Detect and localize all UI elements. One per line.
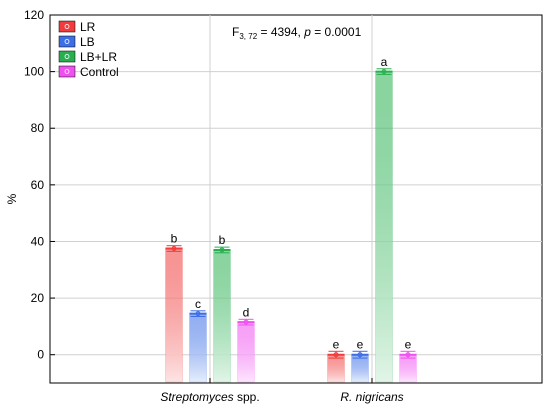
significance-letter: b: [219, 233, 226, 247]
legend-marker: [64, 54, 70, 59]
legend-swatch: [58, 20, 76, 33]
y-tick-label: 120: [24, 8, 44, 22]
mean-marker: [381, 69, 387, 75]
legend-swatch: [58, 50, 76, 63]
x-axis: Streptomyces spp. R. nigricans: [160, 378, 404, 404]
x-tick-label: R. nigricans: [340, 390, 403, 404]
y-tick-label: 80: [31, 121, 45, 135]
y-axis-label: %: [5, 193, 19, 204]
mean-marker: [405, 352, 411, 358]
y-tick-label: 0: [37, 348, 44, 362]
gridlines: [50, 15, 542, 383]
bars: b c b d e e a e: [165, 55, 417, 383]
mean-marker: [219, 247, 225, 253]
x-tick-label: Streptomyces spp.: [160, 390, 259, 404]
significance-letter: d: [243, 305, 250, 319]
y-tick-label: 20: [31, 291, 45, 305]
legend-label: LB+LR: [80, 50, 117, 64]
legend-item: LB+LR: [58, 50, 117, 64]
significance-letter: e: [405, 337, 412, 351]
legend-item: LB: [58, 35, 95, 49]
legend-swatch: [58, 35, 76, 48]
bar: [399, 354, 417, 383]
bar: [351, 354, 369, 383]
mean-marker: [243, 319, 249, 325]
legend-label: Control: [80, 65, 119, 79]
legend-item: Control: [58, 65, 119, 79]
y-axis: 0 20 40 60 80 100 120: [24, 8, 55, 362]
y-tick-label: 40: [31, 234, 45, 248]
significance-letter: e: [357, 337, 364, 351]
plot-area: [49, 14, 543, 384]
mean-marker: [333, 352, 339, 358]
bar: [165, 248, 183, 383]
bar: [327, 354, 345, 383]
legend-marker: [64, 24, 70, 29]
legend-swatch: [58, 65, 76, 78]
bar: [213, 249, 231, 383]
significance-letter: c: [195, 297, 201, 311]
y-tick-label: 60: [31, 178, 45, 192]
significance-letter: a: [381, 55, 388, 69]
significance-letter: e: [333, 337, 340, 351]
significance-letter: b: [171, 232, 178, 246]
stat-annotation: F3, 72 = 4394, p = 0.0001: [232, 25, 362, 41]
legend-label: LR: [80, 20, 96, 34]
legend-label: LB: [80, 35, 95, 49]
bar: [375, 71, 393, 383]
bar: [237, 321, 255, 383]
bar: [189, 313, 207, 383]
mean-marker: [171, 246, 177, 252]
y-tick-label: 100: [24, 65, 44, 79]
mean-marker: [195, 311, 201, 317]
legend-marker: [64, 69, 70, 74]
mean-marker: [357, 352, 363, 358]
legend-item: LR: [58, 20, 96, 34]
legend-marker: [64, 39, 70, 44]
